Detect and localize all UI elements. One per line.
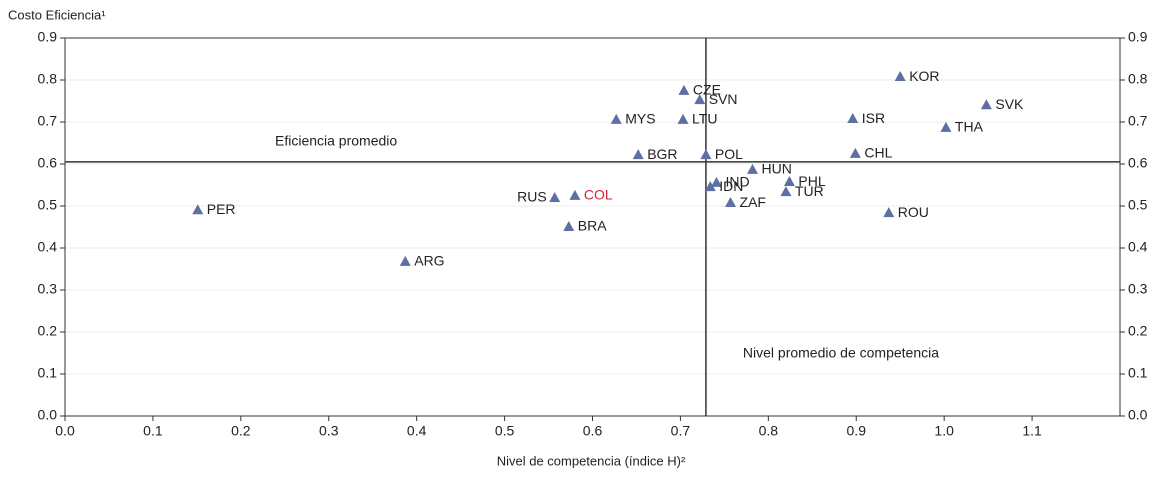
point-label: ZAF [740, 194, 766, 210]
y-tick-label: 0.0 [38, 407, 58, 423]
x-tick-label: 0.5 [495, 423, 515, 439]
x-tick-label: 0.9 [847, 423, 867, 439]
point-label: ROU [898, 204, 929, 220]
reference-label: Nivel promedio de competencia [743, 345, 939, 361]
point [847, 113, 859, 124]
point-label: COL [584, 187, 613, 203]
point [725, 197, 737, 208]
y2-tick-label: 0.3 [1128, 281, 1148, 297]
point-label: SVN [709, 91, 738, 107]
x-tick-label: 1.0 [934, 423, 954, 439]
point-label: CZE [693, 82, 721, 98]
y2-tick-label: 0.4 [1128, 239, 1148, 255]
point [704, 181, 716, 192]
point [700, 149, 712, 160]
y2-tick-label: 0.1 [1128, 365, 1148, 381]
x-tick-label: 0.1 [143, 423, 163, 439]
point-label: PER [207, 201, 236, 217]
point [783, 176, 795, 187]
point [399, 255, 411, 266]
y-tick-label: 0.6 [38, 155, 58, 171]
point-label: ISR [862, 110, 885, 126]
point [980, 99, 992, 110]
point-label: IDN [719, 178, 743, 194]
point [747, 163, 759, 174]
y2-tick-label: 0.6 [1128, 155, 1148, 171]
y2-tick-label: 0.9 [1128, 29, 1148, 45]
point [549, 192, 561, 203]
point-label: BRA [578, 218, 607, 234]
y-axis-label: Costo Eficiencia¹ [8, 7, 106, 22]
point [610, 113, 622, 124]
y-tick-label: 0.5 [38, 197, 58, 213]
x-tick-label: 0.4 [407, 423, 427, 439]
x-tick-label: 0.6 [583, 423, 603, 439]
plot-frame [64, 37, 1121, 417]
y2-tick-label: 0.2 [1128, 323, 1148, 339]
point-label: PHL [798, 173, 825, 189]
y2-tick-label: 0.5 [1128, 197, 1148, 213]
reference-label: Eficiencia promedio [275, 133, 397, 149]
point [780, 186, 792, 197]
point-label: KOR [909, 68, 939, 84]
point [883, 207, 895, 218]
point [569, 189, 581, 200]
x-tick-label: 1.1 [1022, 423, 1042, 439]
x-tick-label: 0.3 [319, 423, 339, 439]
x-axis-label: Nivel de competencia (índice H)² [497, 453, 686, 468]
x-tick-label: 0.0 [55, 423, 75, 439]
point-label: HUN [762, 161, 792, 177]
point-label: SVK [995, 96, 1024, 112]
point-label: MYS [625, 111, 655, 127]
point-label: RUS [517, 189, 547, 205]
point [694, 94, 706, 105]
y-tick-label: 0.1 [38, 365, 58, 381]
y-tick-label: 0.4 [38, 239, 58, 255]
point-label: ARG [414, 253, 444, 269]
point-label: THA [955, 119, 984, 135]
point [677, 113, 689, 124]
point [678, 84, 690, 95]
x-tick-label: 0.7 [671, 423, 691, 439]
point [940, 121, 952, 132]
point-label: LTU [692, 111, 717, 127]
point-label: BGR [647, 146, 677, 162]
y-tick-label: 0.9 [38, 29, 58, 45]
y-tick-label: 0.3 [38, 281, 58, 297]
point-label: CHL [864, 145, 892, 161]
point [192, 204, 204, 215]
y2-tick-label: 0.7 [1128, 113, 1148, 129]
y2-tick-label: 0.0 [1128, 407, 1148, 423]
x-tick-label: 0.8 [759, 423, 779, 439]
point [632, 149, 644, 160]
point-label: POL [715, 146, 743, 162]
y-tick-label: 0.8 [38, 71, 58, 87]
y2-tick-label: 0.8 [1128, 71, 1148, 87]
y-tick-label: 0.2 [38, 323, 58, 339]
point [894, 71, 906, 82]
point-label: TUR [795, 183, 824, 199]
point [710, 176, 722, 187]
y-tick-label: 0.7 [38, 113, 58, 129]
point-label: IND [725, 174, 749, 190]
point [563, 221, 575, 231]
point [849, 147, 861, 158]
x-tick-label: 0.2 [231, 423, 251, 439]
